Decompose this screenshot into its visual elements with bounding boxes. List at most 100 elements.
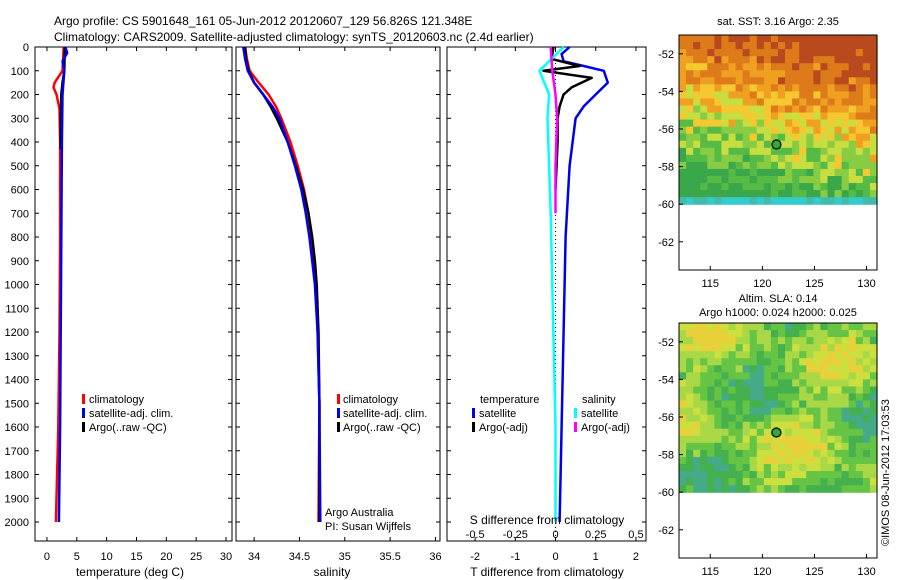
- heatmap-cell: [799, 70, 807, 78]
- heatmap-cell: [799, 485, 807, 493]
- heatmap-cell: [742, 471, 751, 479]
- heatmap-cell: [700, 98, 708, 107]
- heatmap-cell: [770, 197, 779, 205]
- heatmap-cell: [714, 421, 723, 430]
- heatmap-cell: [686, 400, 694, 409]
- heatmap-cell: [827, 456, 836, 465]
- heatmap-cell: [756, 91, 765, 100]
- heatmap-cell: [813, 478, 822, 486]
- heatmap-cell: [869, 351, 878, 359]
- heatmap-cell: [827, 63, 836, 71]
- heatmap-cell: [721, 485, 730, 493]
- heatmap-cell: [686, 372, 694, 380]
- heatmap-cell: [806, 421, 814, 430]
- heatmap-cell: [792, 421, 800, 430]
- heatmap-cell: [679, 190, 687, 198]
- heatmap-cell: [792, 84, 800, 92]
- x2-tick-label: 0.5: [628, 529, 643, 541]
- heatmap-cell: [848, 478, 857, 486]
- heatmap-cell: [714, 126, 723, 135]
- heatmap-cell: [735, 449, 744, 458]
- heatmap-cell: [679, 421, 687, 430]
- heatmap-cell: [792, 449, 800, 458]
- heatmap-cell: [763, 456, 772, 465]
- heatmap-cell: [785, 485, 793, 493]
- heatmap-cell: [827, 407, 836, 416]
- heatmap-cell: [827, 478, 836, 486]
- heatmap-cell: [813, 337, 822, 345]
- heatmap-cell: [799, 386, 807, 395]
- heatmap-cell: [813, 105, 822, 114]
- heatmap-cell: [862, 42, 871, 50]
- heatmap-cell: [756, 56, 765, 64]
- heatmap-cell: [820, 428, 829, 437]
- heatmap-cell: [700, 414, 708, 423]
- heatmap-cell: [848, 442, 857, 451]
- x-tick-label: 0: [552, 551, 558, 563]
- heatmap-cell: [763, 49, 772, 57]
- heatmap-cell: [778, 471, 786, 479]
- heatmap-cell: [792, 119, 800, 128]
- heatmap-cell: [799, 471, 807, 479]
- heatmap-cell: [813, 91, 822, 100]
- heatmap-cell: [820, 379, 829, 388]
- heatmap-cell: [679, 91, 687, 100]
- heatmap-cell: [813, 161, 822, 170]
- heatmap-cell: [813, 63, 822, 71]
- heatmap-cell: [834, 140, 843, 149]
- heatmap-cell: [714, 49, 723, 57]
- heatmap-cell: [700, 112, 708, 121]
- heatmap-cell: [693, 456, 701, 465]
- heatmap-cell: [799, 400, 807, 409]
- heatmap-cell: [728, 379, 737, 388]
- heatmap-cell: [785, 471, 793, 479]
- heatmap-cell: [679, 435, 687, 444]
- heatmap-cell: [813, 421, 822, 430]
- heatmap-cell: [763, 183, 772, 191]
- heatmap-cell: [735, 442, 744, 451]
- heatmap-cell: [700, 126, 708, 135]
- heatmap-cell: [749, 400, 758, 409]
- legend-label-satellite: satellite-adj. clim.: [89, 408, 173, 420]
- heatmap-cell: [707, 126, 715, 135]
- heatmap-cell: [869, 485, 878, 493]
- heatmap-cell: [820, 386, 829, 395]
- heatmap-cell: [869, 330, 878, 338]
- y-tick-label: 500: [11, 161, 29, 173]
- heatmap-cell: [792, 456, 800, 465]
- heatmap-cell: [756, 337, 765, 345]
- heatmap-cell: [770, 84, 779, 92]
- heatmap-cell: [728, 49, 737, 57]
- heatmap-cell: [707, 105, 715, 114]
- heatmap-cell: [848, 84, 857, 92]
- heatmap-cell: [700, 70, 708, 78]
- heatmap-cell: [778, 337, 786, 345]
- heatmap-cell: [679, 183, 687, 191]
- heatmap-cell: [792, 42, 800, 50]
- heatmap-cell: [848, 449, 857, 458]
- heatmap-cell: [855, 119, 864, 128]
- heatmap-cell: [707, 49, 715, 57]
- heatmap-cell: [855, 133, 864, 142]
- heatmap-cell: [848, 435, 857, 444]
- heatmap-cell: [841, 35, 850, 43]
- heatmap-cells: [679, 323, 878, 493]
- heatmap-cell: [735, 91, 744, 100]
- heatmap-cell: [763, 70, 772, 78]
- heatmap-cell: [827, 84, 836, 92]
- heatmap-cell: [735, 323, 744, 331]
- series-line-satellite-adj-clim-: [242, 46, 322, 523]
- heatmap-cell: [756, 49, 765, 57]
- heatmap-cell: [679, 386, 687, 395]
- heatmap-cell: [714, 344, 723, 352]
- heatmap-cell: [735, 56, 744, 64]
- heatmap-cell: [728, 197, 737, 205]
- heatmap-cell: [806, 478, 814, 486]
- sst-map-title: sat. SST: 3.16 Argo: 2.35: [717, 16, 839, 28]
- heatmap-cell: [714, 190, 723, 198]
- heatmap-cell: [862, 84, 871, 92]
- heatmap-cell: [700, 464, 708, 472]
- heatmap-cell: [700, 119, 708, 128]
- heatmap-cell: [834, 449, 843, 458]
- heatmap-cell: [742, 56, 751, 64]
